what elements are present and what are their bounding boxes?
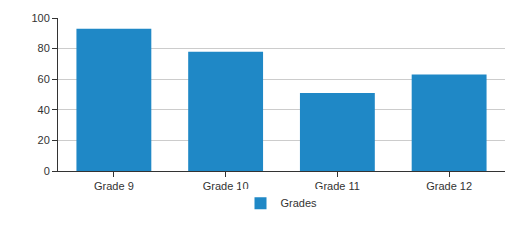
svg-text:100: 100 [31, 12, 49, 24]
svg-text:20: 20 [38, 134, 50, 146]
svg-text:Grade 9: Grade 9 [94, 180, 134, 192]
svg-text:80: 80 [38, 42, 50, 54]
svg-text:0: 0 [44, 165, 50, 177]
svg-text:60: 60 [38, 73, 50, 85]
svg-text:Grade 12: Grade 12 [426, 180, 472, 192]
svg-text:Grade 11: Grade 11 [314, 180, 360, 193]
svg-text:40: 40 [38, 104, 50, 116]
svg-text:Grade 10: Grade 10 [202, 180, 249, 193]
svg-text:Grades: Grades [281, 197, 318, 209]
